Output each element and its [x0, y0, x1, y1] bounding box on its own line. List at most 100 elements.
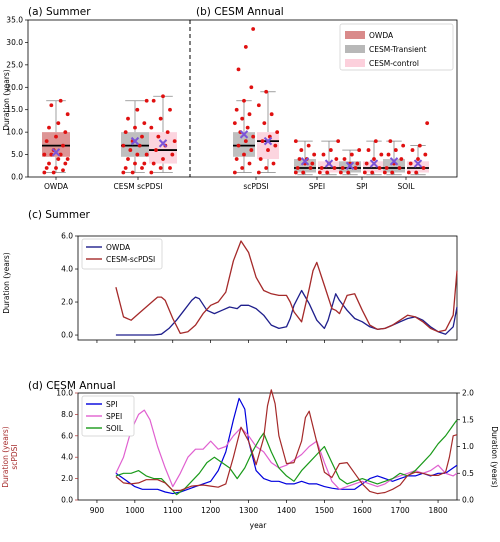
data-point — [366, 148, 371, 152]
data-point — [416, 157, 420, 161]
mean-marker — [130, 136, 140, 146]
data-point — [51, 170, 56, 175]
panel-d-ytick-right-label: 1.5 — [462, 415, 474, 424]
panel-d-xtick-label: 1500 — [315, 506, 334, 515]
data-point — [149, 170, 154, 175]
panel-a-ytick-label: 25.0 — [6, 60, 23, 69]
data-point — [393, 148, 398, 152]
data-point — [310, 161, 315, 166]
panel-d-ytick-left-label: 0.0 — [61, 496, 73, 505]
data-point — [293, 170, 298, 175]
panel-d-xtick-label: 1400 — [277, 506, 296, 515]
data-point — [236, 143, 241, 148]
data-point — [128, 148, 133, 152]
data-point — [243, 139, 248, 144]
data-point — [242, 98, 246, 103]
panel-ab-frame — [27, 19, 458, 178]
panel-d-ytick-left-label: 2.0 — [61, 474, 73, 483]
panel-d-xtick-label: 1700 — [391, 506, 410, 515]
data-point — [234, 107, 239, 112]
data-point — [355, 161, 360, 166]
data-point — [417, 143, 422, 148]
data-point — [328, 148, 333, 152]
data-point — [135, 107, 140, 112]
data-point — [382, 170, 387, 175]
data-point — [63, 161, 68, 166]
data-point — [269, 112, 274, 117]
data-point — [236, 67, 241, 72]
legend-label: SPEI — [106, 412, 122, 421]
data-point — [121, 143, 126, 148]
panel-c-ytick-label: 0.0 — [61, 331, 73, 340]
legend-label: SPI — [106, 400, 118, 409]
data-point — [332, 166, 337, 170]
legend-label: CESM-scPDSI — [106, 255, 155, 264]
series-line-spei — [115, 409, 458, 490]
data-point — [370, 170, 375, 175]
data-point — [42, 152, 47, 157]
data-point — [149, 125, 154, 130]
data-point — [47, 125, 51, 130]
panel-a-ytick-label: 15.0 — [6, 105, 23, 114]
panel-d-ylabel-left: Duration (years) — [1, 426, 10, 488]
panel-d-xtick-label: 1300 — [239, 506, 258, 515]
data-point — [158, 166, 163, 170]
data-point — [273, 143, 278, 148]
panel-d-ytick-left-label: 4.0 — [61, 453, 73, 462]
panel-c-ytick-label: 6.0 — [61, 232, 73, 241]
data-point — [264, 89, 269, 94]
legend-label: CESM-control — [369, 59, 419, 68]
data-point — [61, 143, 65, 148]
data-point — [140, 166, 144, 170]
data-point — [260, 139, 265, 144]
panel-a-ytick-label: 0.0 — [11, 173, 23, 182]
data-point — [342, 157, 347, 161]
panel-a-ytick-label: 30.0 — [6, 38, 23, 47]
data-point — [234, 157, 239, 161]
data-point — [340, 166, 345, 170]
data-point — [65, 112, 70, 117]
legend-label: OWDA — [369, 31, 394, 40]
data-point — [346, 170, 351, 175]
data-point — [251, 134, 256, 139]
series-line-scpdsi — [115, 389, 458, 495]
panel-d-xtick-label: 1100 — [163, 506, 182, 515]
panel-c-frame — [77, 235, 458, 341]
panel-b-legend — [339, 23, 454, 71]
data-point — [126, 116, 130, 121]
mean-marker — [389, 157, 399, 166]
data-point — [353, 166, 358, 170]
series-line-soil — [115, 419, 458, 496]
data-point — [240, 166, 245, 170]
legend-label: OWDA — [106, 243, 131, 252]
data-point — [379, 152, 384, 157]
panel-d-ylabel-right: Duration (years) — [490, 426, 499, 488]
data-point — [44, 139, 49, 144]
data-point — [297, 157, 302, 161]
box-cesm-control — [318, 161, 340, 173]
data-point — [154, 148, 158, 152]
panel-d-xtick-label: 900 — [90, 506, 105, 515]
panel-d-ylabel-left-sub: scPDSI — [10, 444, 19, 469]
data-point — [299, 148, 304, 152]
data-point — [373, 139, 378, 144]
panel-d-ytick-right-label: 2.0 — [462, 389, 474, 398]
mean-marker — [158, 139, 168, 148]
data-point — [386, 152, 391, 157]
data-point — [388, 139, 393, 144]
data-point — [410, 148, 415, 152]
panel-d-ytick-right-label: 0.0 — [462, 496, 474, 505]
data-point — [65, 157, 70, 161]
data-point — [249, 85, 254, 90]
data-point — [421, 166, 426, 170]
data-point — [158, 116, 163, 121]
panel-c-ylabel: Duration (years) — [2, 252, 11, 314]
data-point — [156, 134, 161, 139]
data-point — [47, 161, 51, 166]
panel-d-xtick-label: 1200 — [201, 506, 220, 515]
data-point — [142, 121, 147, 126]
data-point — [249, 148, 254, 152]
data-point — [172, 139, 177, 144]
mean-marker — [345, 161, 355, 170]
data-point — [126, 157, 130, 161]
